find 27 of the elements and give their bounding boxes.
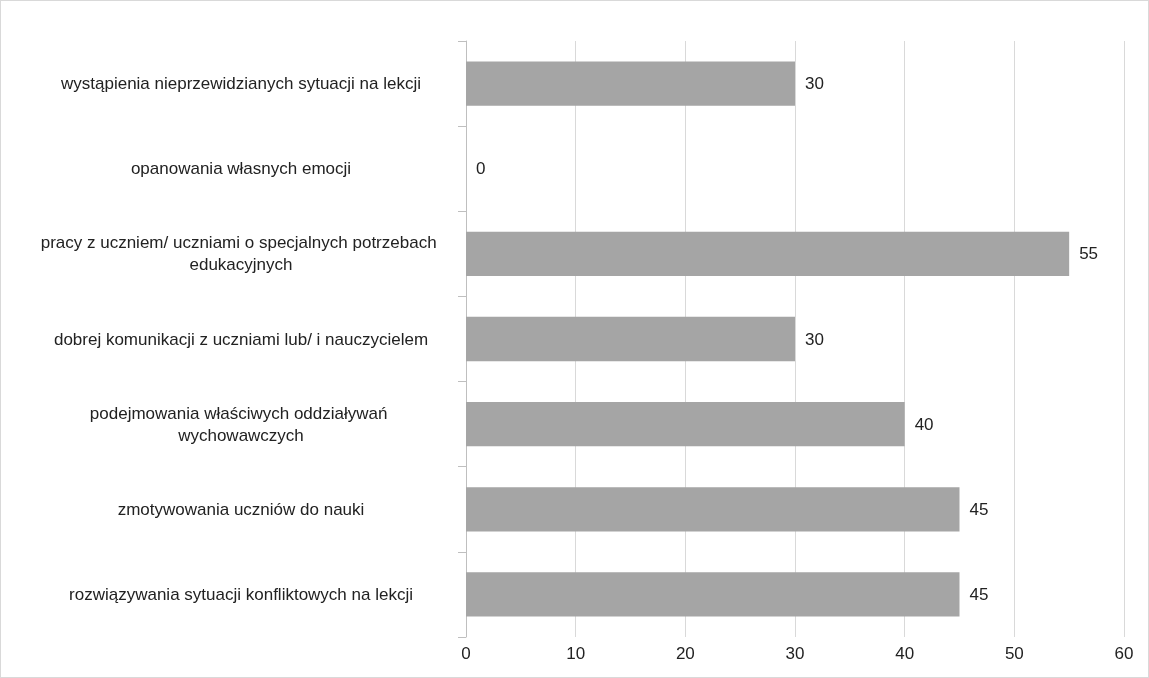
data-label: 30: [805, 74, 824, 94]
y-tick-label: wystąpienia nieprzewidzianych sytuacji na lekcji: [59, 74, 422, 94]
x-tick-label: 50: [1004, 644, 1024, 663]
bar: [466, 61, 795, 106]
data-label: 0: [476, 159, 486, 179]
data-label: 45: [969, 584, 989, 604]
data-label: 45: [969, 499, 989, 519]
x-tick-label: 40: [895, 644, 915, 663]
y-tick-label: rozwiązywania sytuacji konfliktowych na lekcji: [69, 584, 413, 604]
y-tick-label: pracy z uczniem/ uczniami o specjalnych potrzebach edukacyjnych: [40, 233, 442, 275]
bar: [466, 402, 905, 447]
data-label: 30: [805, 329, 824, 349]
x-tick-label: 60: [1114, 644, 1134, 663]
bar: [466, 487, 960, 532]
x-tick-label: 10: [566, 644, 586, 663]
bar: [466, 231, 1070, 276]
bar: [466, 316, 795, 362]
x-tick-label: 20: [675, 644, 695, 663]
x-tick-label: 30: [785, 644, 805, 663]
y-tick-label: opanowania własnych emocji: [130, 159, 352, 179]
data-label: 40: [914, 414, 934, 434]
data-label: 55: [1079, 244, 1099, 264]
y-tick-label: podejmowania właściwych oddziaływań wychowawczych: [89, 403, 393, 445]
x-tick-label: 0: [461, 644, 471, 663]
y-tick-label: dobrej komunikacji z uczniami lub/ i nauczycielem: [53, 329, 429, 349]
bar: [466, 572, 960, 617]
y-tick-label: zmotywowania uczniów do nauki: [117, 499, 365, 519]
